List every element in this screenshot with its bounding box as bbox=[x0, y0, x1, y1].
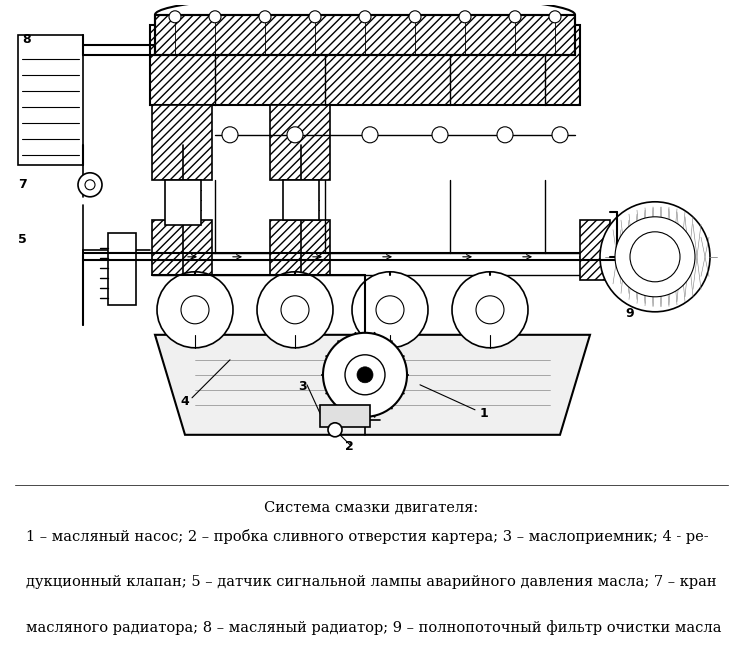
Bar bbox=[18, 35, 83, 165]
Circle shape bbox=[362, 127, 378, 143]
Text: 1: 1 bbox=[480, 407, 489, 420]
Circle shape bbox=[552, 127, 568, 143]
Circle shape bbox=[359, 11, 371, 23]
Circle shape bbox=[309, 11, 321, 23]
Bar bbox=[580, 220, 610, 280]
Circle shape bbox=[78, 173, 102, 197]
Circle shape bbox=[209, 11, 221, 23]
Circle shape bbox=[452, 272, 528, 348]
Circle shape bbox=[323, 333, 407, 417]
Text: Система смазки двигателя:: Система смазки двигателя: bbox=[265, 501, 478, 515]
Text: 1 – масляный насос; 2 – пробка сливного отверстия картера; 3 – маслоприемник; 4 : 1 – масляный насос; 2 – пробка сливного … bbox=[26, 530, 709, 544]
Bar bbox=[155, 15, 575, 55]
Circle shape bbox=[328, 423, 342, 437]
Circle shape bbox=[497, 127, 513, 143]
Circle shape bbox=[222, 127, 238, 143]
Bar bbox=[270, 105, 330, 180]
Text: 2: 2 bbox=[345, 440, 354, 453]
Circle shape bbox=[259, 11, 271, 23]
Circle shape bbox=[287, 127, 303, 143]
Circle shape bbox=[432, 127, 448, 143]
Circle shape bbox=[476, 296, 504, 324]
Text: 3: 3 bbox=[298, 380, 307, 393]
Circle shape bbox=[630, 232, 680, 282]
Bar bbox=[270, 220, 330, 275]
Bar bbox=[283, 180, 319, 220]
Circle shape bbox=[600, 202, 710, 312]
Bar bbox=[152, 253, 582, 275]
Circle shape bbox=[376, 296, 404, 324]
Circle shape bbox=[257, 272, 333, 348]
Circle shape bbox=[352, 272, 428, 348]
Bar bbox=[165, 180, 201, 225]
Circle shape bbox=[345, 355, 385, 395]
Text: дукционный клапан; 5 – датчик сигнальной лампы аварийного давления масла; 7 – кр: дукционный клапан; 5 – датчик сигнальной… bbox=[26, 574, 717, 589]
Circle shape bbox=[409, 11, 421, 23]
Text: 4: 4 bbox=[180, 395, 189, 408]
Bar bbox=[320, 405, 370, 427]
Bar bbox=[152, 105, 212, 180]
Circle shape bbox=[85, 180, 95, 190]
Text: 5: 5 bbox=[18, 233, 27, 246]
Circle shape bbox=[459, 11, 471, 23]
Bar bbox=[108, 233, 136, 305]
Text: 9: 9 bbox=[625, 307, 634, 320]
Circle shape bbox=[549, 11, 561, 23]
Circle shape bbox=[357, 367, 373, 383]
Text: 7: 7 bbox=[18, 178, 27, 191]
Circle shape bbox=[157, 272, 233, 348]
Circle shape bbox=[181, 296, 209, 324]
Polygon shape bbox=[155, 335, 590, 435]
Text: масляного радиатора; 8 – масляный радиатор; 9 – полнопоточный фильтр очистки мас: масляного радиатора; 8 – масляный радиат… bbox=[26, 620, 721, 635]
Bar bbox=[152, 220, 212, 275]
Circle shape bbox=[169, 11, 181, 23]
Bar bbox=[150, 25, 580, 105]
Circle shape bbox=[509, 11, 521, 23]
Circle shape bbox=[281, 296, 309, 324]
Circle shape bbox=[615, 217, 695, 297]
Text: 8: 8 bbox=[22, 33, 30, 46]
